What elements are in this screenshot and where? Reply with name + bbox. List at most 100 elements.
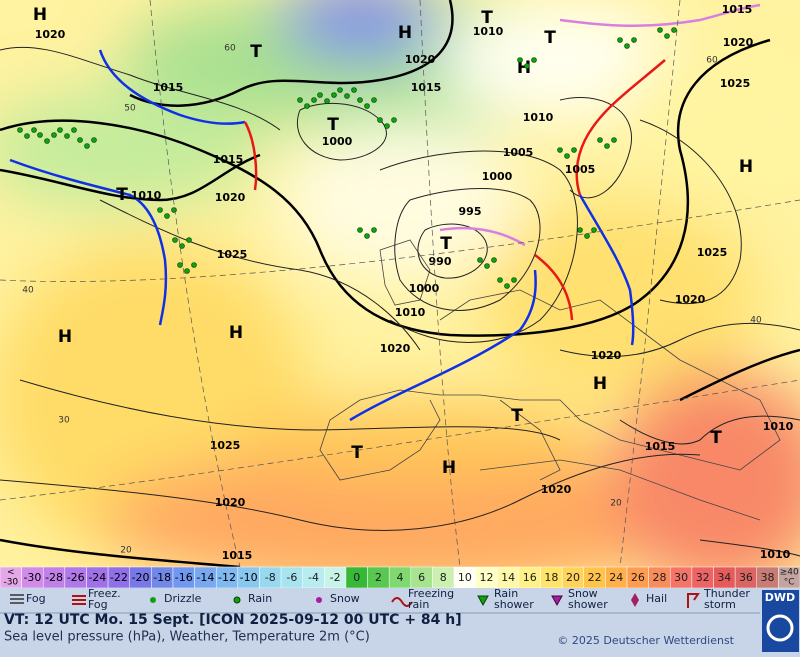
graticule <box>0 0 800 567</box>
scale-label: 28 <box>652 571 666 584</box>
rain-symbol <box>364 233 370 239</box>
rain-symbol <box>524 63 530 69</box>
copyright: © 2025 Deutscher Wetterdienst <box>557 634 734 647</box>
temperature-label: 60 <box>224 44 236 54</box>
scale-label: -30 <box>3 578 18 588</box>
rain-symbol <box>324 98 330 104</box>
rain-symbol <box>164 213 170 219</box>
temperature-label: 30 <box>58 416 70 426</box>
scale-label: -18 <box>153 571 171 584</box>
isobar-label: 1010 <box>523 111 554 124</box>
legend-label: Snow <box>568 587 598 600</box>
isobar-label: 1015 <box>153 81 184 94</box>
rain-symbol <box>177 262 183 268</box>
scale-label: -2 <box>330 571 341 584</box>
scale-label: 20 <box>566 571 580 584</box>
rain-symbol <box>84 143 90 149</box>
scale-label: -30 <box>23 571 41 584</box>
rain-symbol <box>617 37 623 43</box>
rain-symbol <box>491 257 497 263</box>
pressure-center: H <box>58 327 72 347</box>
rain-symbol <box>511 277 517 283</box>
pressure-center: T <box>440 234 452 254</box>
scale-label: -16 <box>175 571 193 584</box>
temperature-label: 60 <box>706 56 718 66</box>
scale-label: 6 <box>418 571 425 584</box>
rain-symbol <box>77 137 83 143</box>
rain-symbol <box>57 127 63 133</box>
legend-icon <box>150 597 156 603</box>
color-scale: <-30 -30 -28 -26 -24 -22 -20 -18 -16 -14 -12 -10 -8-… <box>0 566 800 589</box>
scale-label: 0 <box>353 571 360 584</box>
legend-icon <box>233 596 241 604</box>
rain-symbol <box>171 207 177 213</box>
rain-symbol <box>497 277 503 283</box>
scale-label: 24 <box>609 571 623 584</box>
legend-label: Fog <box>88 598 108 611</box>
pressure-center: T <box>250 42 262 62</box>
isobar-label: 1000 <box>322 135 353 148</box>
rain-symbol <box>564 153 570 159</box>
scale-label: 36 <box>739 571 753 584</box>
scale-label: < <box>7 568 15 578</box>
isobar-label: 1025 <box>210 439 241 452</box>
isobar-label: 990 <box>429 255 452 268</box>
pressure-center: T <box>327 115 339 135</box>
isobar-label: 1020 <box>35 28 66 41</box>
temperature-label: 50 <box>124 104 136 114</box>
rain-symbol <box>377 117 383 123</box>
scale-label: -8 <box>265 571 276 584</box>
legend-label: Freezing <box>408 587 454 600</box>
isobar-label: 1020 <box>405 53 436 66</box>
scale-label: 32 <box>696 571 710 584</box>
rain-symbol <box>591 227 597 233</box>
rain-symbol <box>571 147 577 153</box>
scale-label: 10 <box>458 571 472 584</box>
rain-symbol <box>51 132 57 138</box>
temperature-label: 20 <box>120 546 132 556</box>
isobar-label: 1010 <box>131 189 162 202</box>
isobar-label: 995 <box>459 205 482 218</box>
isobar-label: 1020 <box>215 496 246 509</box>
legend-icon <box>316 597 322 603</box>
rain-symbol <box>297 97 303 103</box>
description: Sea level pressure (hPa), Weather, Tempe… <box>4 630 370 645</box>
rain-symbol <box>657 27 663 33</box>
map: 1020 1015 1015 1020 1010 1025 1020 1015 1010 1000… <box>0 0 800 567</box>
rain-symbol <box>664 33 670 39</box>
logo-swirl <box>766 614 794 642</box>
isobar-label: 1020 <box>541 483 572 496</box>
isobar-label: 1000 <box>482 170 513 183</box>
legend-label: Freez. <box>88 587 121 600</box>
legend-label: Rain <box>494 587 518 600</box>
isobar-label: 1000 <box>409 282 440 295</box>
pressure-center: H <box>517 58 531 78</box>
rain-symbol <box>584 233 590 239</box>
rain-symbol <box>597 137 603 143</box>
rain-symbol <box>37 132 43 138</box>
scale-label: -24 <box>88 571 106 584</box>
isobar-label: 1020 <box>723 36 754 49</box>
legend-icon <box>477 595 489 607</box>
scale-label: 16 <box>523 571 537 584</box>
logo-text: DWD <box>765 591 795 604</box>
scale-label: ≥40 <box>780 568 799 578</box>
isobar-label: 1010 <box>473 25 504 38</box>
rain-symbol <box>317 92 323 98</box>
legend-icon <box>10 594 24 604</box>
scale-label: -6 <box>286 571 297 584</box>
scale-label: -28 <box>45 571 63 584</box>
scale-label: 38 <box>761 571 775 584</box>
scale-label: 4 <box>397 571 404 584</box>
legend-label: storm <box>704 598 736 611</box>
rain-symbol <box>364 103 370 109</box>
valid-time: VT: 12 UTC Mo. 15 Sept. [ICON 2025-09-12… <box>4 612 462 628</box>
legend-label: Fog <box>26 592 46 605</box>
legend-label: Drizzle <box>164 592 202 605</box>
scale-label: -10 <box>240 571 258 584</box>
rain-symbol <box>91 137 97 143</box>
scale-label: 22 <box>588 571 602 584</box>
legend-label: shower <box>568 598 608 611</box>
legend-icon <box>631 593 639 607</box>
